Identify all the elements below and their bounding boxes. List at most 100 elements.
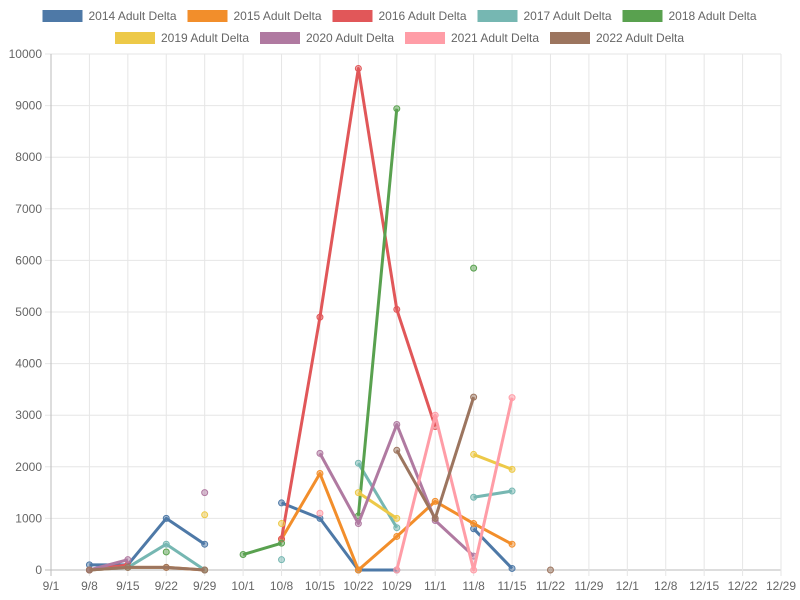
- data-point[interactable]: [162, 514, 170, 522]
- data-point[interactable]: [201, 511, 209, 519]
- legend-item[interactable]: 2014 Adult Delta: [42, 9, 177, 23]
- data-point[interactable]: [508, 487, 516, 495]
- data-point[interactable]: [162, 540, 170, 548]
- data-point[interactable]: [393, 566, 401, 574]
- y-tick-label: 8000: [15, 150, 42, 164]
- x-tick-label: 11/29: [574, 579, 603, 593]
- legend-swatch: [115, 32, 155, 44]
- data-point[interactable]: [354, 520, 362, 528]
- series-group: [85, 470, 516, 574]
- data-point[interactable]: [470, 264, 478, 272]
- legend-label: 2020 Adult Delta: [306, 31, 394, 45]
- data-point[interactable]: [393, 420, 401, 428]
- data-point[interactable]: [354, 64, 362, 72]
- data-point[interactable]: [470, 566, 478, 574]
- legend-item[interactable]: 2019 Adult Delta: [115, 31, 249, 45]
- x-tick-label: 12/15: [689, 579, 719, 593]
- series-line: [357, 462, 399, 529]
- data-point[interactable]: [470, 450, 478, 458]
- data-point[interactable]: [393, 105, 401, 113]
- data-point[interactable]: [393, 514, 401, 522]
- y-tick-label: 5000: [15, 305, 42, 319]
- data-point[interactable]: [431, 497, 439, 505]
- data-point[interactable]: [508, 564, 516, 572]
- data-point[interactable]: [239, 551, 247, 559]
- legend-swatch: [622, 10, 663, 22]
- x-tick-label: 10/29: [382, 579, 412, 593]
- y-tick-label: 9000: [15, 99, 42, 113]
- x-tick-label: 9/8: [81, 579, 98, 593]
- series-group: [85, 393, 554, 574]
- data-point[interactable]: [316, 509, 324, 517]
- legend-item[interactable]: 2021 Adult Delta: [405, 31, 539, 45]
- data-point[interactable]: [393, 305, 401, 313]
- data-point[interactable]: [162, 563, 170, 571]
- x-tick-label: 10/8: [270, 579, 294, 593]
- x-tick-label: 12/1: [616, 579, 640, 593]
- data-point[interactable]: [393, 524, 401, 532]
- series-group: [316, 394, 516, 574]
- y-tick-label: 0: [35, 563, 42, 577]
- data-point[interactable]: [470, 493, 478, 501]
- legend-item[interactable]: 2015 Adult Delta: [187, 9, 322, 23]
- data-point[interactable]: [316, 470, 324, 478]
- x-tick-label: 12/29: [766, 579, 796, 593]
- data-point[interactable]: [201, 489, 209, 497]
- x-tick-label: 9/15: [116, 579, 140, 593]
- x-tick-label: 12/8: [654, 579, 678, 593]
- data-point[interactable]: [201, 540, 209, 548]
- legend: 2014 Adult Delta 2015 Adult Delta 2016 Adu…: [42, 9, 757, 45]
- data-point[interactable]: [278, 520, 286, 528]
- legend-swatch: [42, 10, 83, 22]
- legend-label: 2017 Adult Delta: [524, 9, 612, 23]
- legend-swatch: [550, 32, 590, 44]
- data-point[interactable]: [201, 566, 209, 574]
- data-point[interactable]: [508, 394, 516, 402]
- legend-item[interactable]: 2020 Adult Delta: [260, 31, 394, 45]
- data-point[interactable]: [278, 539, 286, 547]
- x-tick-label: 11/15: [497, 579, 526, 593]
- x-tick-label: 12/22: [728, 579, 758, 593]
- data-point[interactable]: [393, 532, 401, 540]
- data-point[interactable]: [470, 393, 478, 401]
- x-tick-label: 11/1: [424, 579, 447, 593]
- data-point[interactable]: [278, 556, 286, 564]
- x-tick-label: 11/22: [536, 579, 565, 593]
- data-point[interactable]: [85, 566, 93, 574]
- data-point[interactable]: [354, 489, 362, 497]
- legend-label: 2019 Adult Delta: [161, 31, 249, 45]
- legend-item[interactable]: 2022 Adult Delta: [550, 31, 684, 45]
- data-point[interactable]: [431, 514, 439, 522]
- data-point[interactable]: [508, 465, 516, 473]
- data-point[interactable]: [354, 459, 362, 467]
- x-tick-label: 10/22: [343, 579, 373, 593]
- data-point[interactable]: [316, 449, 324, 457]
- data-point[interactable]: [124, 556, 132, 564]
- legend-item[interactable]: 2017 Adult Delta: [477, 9, 612, 23]
- series-line: [395, 397, 514, 572]
- data-point[interactable]: [393, 446, 401, 454]
- legend-swatch: [332, 10, 373, 22]
- data-point[interactable]: [508, 540, 516, 548]
- plot-area: [85, 64, 554, 574]
- legend-item[interactable]: 2018 Adult Delta: [622, 9, 757, 23]
- data-point[interactable]: [470, 520, 478, 528]
- series-line: [473, 489, 513, 499]
- legend-label: 2018 Adult Delta: [669, 9, 757, 23]
- legend-label: 2015 Adult Delta: [234, 9, 322, 23]
- data-point[interactable]: [124, 563, 132, 571]
- legend-item[interactable]: 2016 Adult Delta: [332, 9, 467, 23]
- data-point[interactable]: [162, 548, 170, 556]
- data-point[interactable]: [431, 411, 439, 419]
- data-point[interactable]: [354, 566, 362, 574]
- series-group: [201, 450, 516, 528]
- data-point[interactable]: [546, 566, 554, 574]
- series-line: [473, 453, 513, 471]
- data-point[interactable]: [278, 499, 286, 507]
- legend-label: 2021 Adult Delta: [451, 31, 539, 45]
- y-tick-label: 6000: [15, 253, 42, 267]
- x-tick-label: 9/1: [43, 579, 60, 593]
- series-line: [356, 108, 399, 516]
- y-tick-label: 7000: [15, 202, 42, 216]
- data-point[interactable]: [316, 313, 324, 321]
